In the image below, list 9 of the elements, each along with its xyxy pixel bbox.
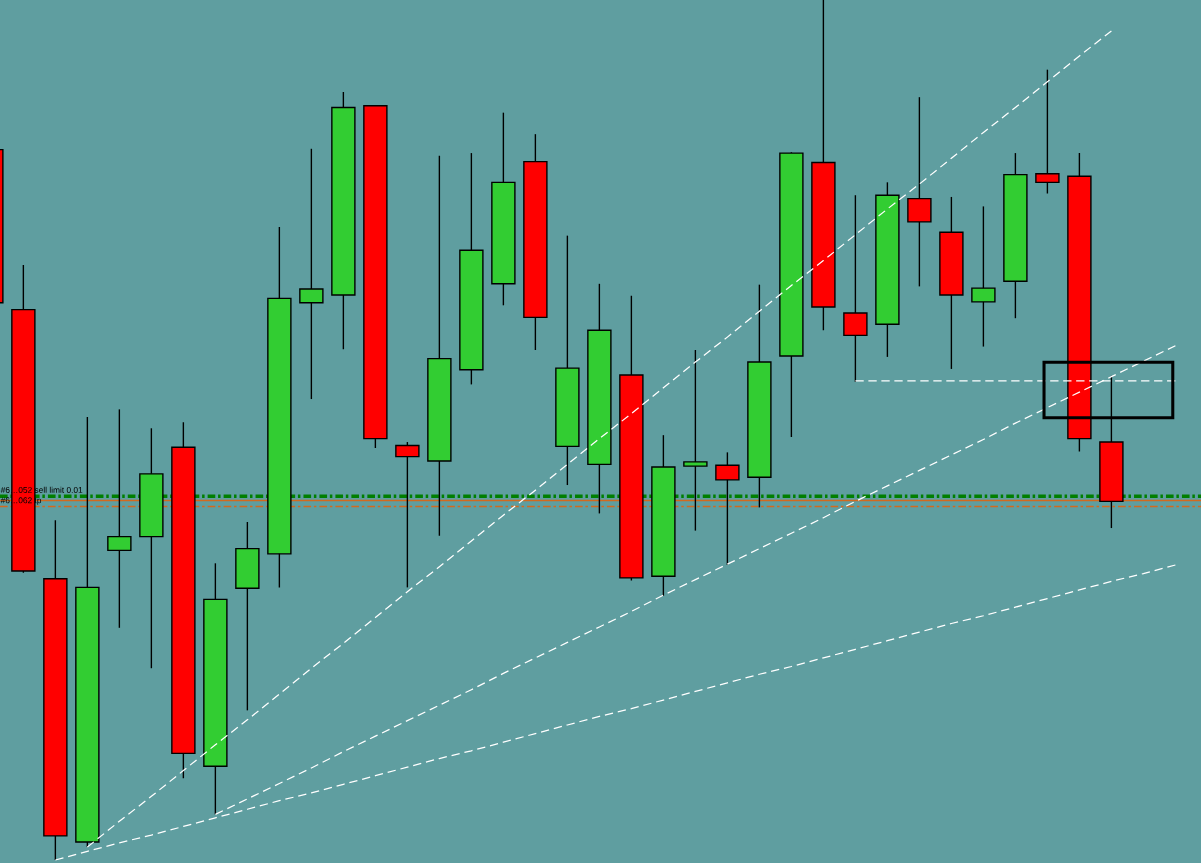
- candlestick: [843, 194, 868, 383]
- candlestick: [907, 96, 932, 288]
- candlestick: [107, 408, 132, 629]
- candlestick: [1035, 68, 1060, 195]
- candlestick: [395, 441, 420, 589]
- candlestick: [683, 349, 708, 532]
- candlestick: [715, 451, 740, 566]
- candlestick: [299, 148, 324, 400]
- candlestick: [971, 205, 996, 348]
